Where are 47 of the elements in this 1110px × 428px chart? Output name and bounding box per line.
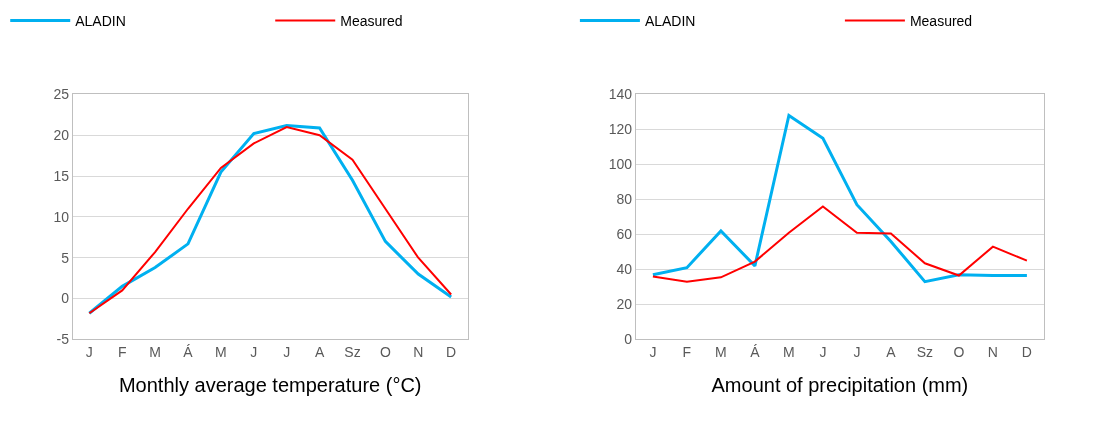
y-tick-label: 10 — [53, 208, 70, 225]
x-tick-label: F — [117, 344, 127, 361]
x-tick-label: Á — [183, 344, 194, 361]
x-tick-label: A — [314, 344, 325, 361]
x-tick-label: Sz — [916, 344, 934, 361]
x-axis-title: Amount of precipitation (mm) — [711, 373, 969, 396]
x-tick-label: N — [987, 344, 998, 361]
x-tick-label: O — [379, 344, 391, 361]
x-tick-label: J — [250, 344, 258, 361]
y-tick-label: -5 — [56, 331, 70, 348]
x-tick-label: J — [283, 344, 291, 361]
line-series — [651, 205, 1028, 283]
x-tick-label: J — [853, 344, 861, 361]
legend-label: Measured — [340, 13, 403, 30]
legend-label: Measured — [909, 13, 973, 30]
x-tick-label: M — [715, 344, 727, 361]
x-tick-label: M — [215, 344, 227, 361]
x-tick-label: J — [85, 344, 93, 361]
x-axis-title: Monthly average temperature (°C) — [118, 373, 422, 396]
y-tick-label: 5 — [61, 249, 70, 266]
y-tick-label: 20 — [53, 127, 70, 144]
line-series — [651, 113, 1029, 284]
x-tick-label: M — [149, 344, 161, 361]
x-tick-label: Á — [750, 344, 761, 361]
legend-label: ALADIN — [75, 13, 126, 30]
y-tick-label: 0 — [61, 290, 70, 307]
y-tick-label: 15 — [53, 168, 70, 185]
x-tick-label: F — [682, 344, 692, 361]
x-tick-label: J — [649, 344, 657, 361]
x-tick-label: Sz — [344, 344, 361, 361]
y-tick-label: 140 — [608, 86, 633, 103]
y-tick-label: 20 — [616, 296, 633, 313]
y-tick-label: 100 — [608, 156, 633, 173]
x-tick-label: D — [1021, 344, 1032, 361]
x-tick-label: J — [819, 344, 827, 361]
x-tick-label: N — [413, 344, 424, 361]
y-tick-label: 60 — [616, 226, 633, 243]
legend-label: ALADIN — [644, 13, 696, 30]
y-tick-label: 40 — [616, 261, 633, 278]
x-tick-label: O — [953, 344, 965, 361]
y-tick-label: 80 — [616, 191, 633, 208]
y-tick-label: 120 — [608, 121, 633, 138]
x-tick-label: D — [446, 344, 457, 361]
x-tick-label: M — [783, 344, 795, 361]
y-tick-label: 25 — [53, 86, 70, 103]
x-tick-label: A — [886, 344, 897, 361]
y-tick-label: 0 — [624, 331, 633, 348]
